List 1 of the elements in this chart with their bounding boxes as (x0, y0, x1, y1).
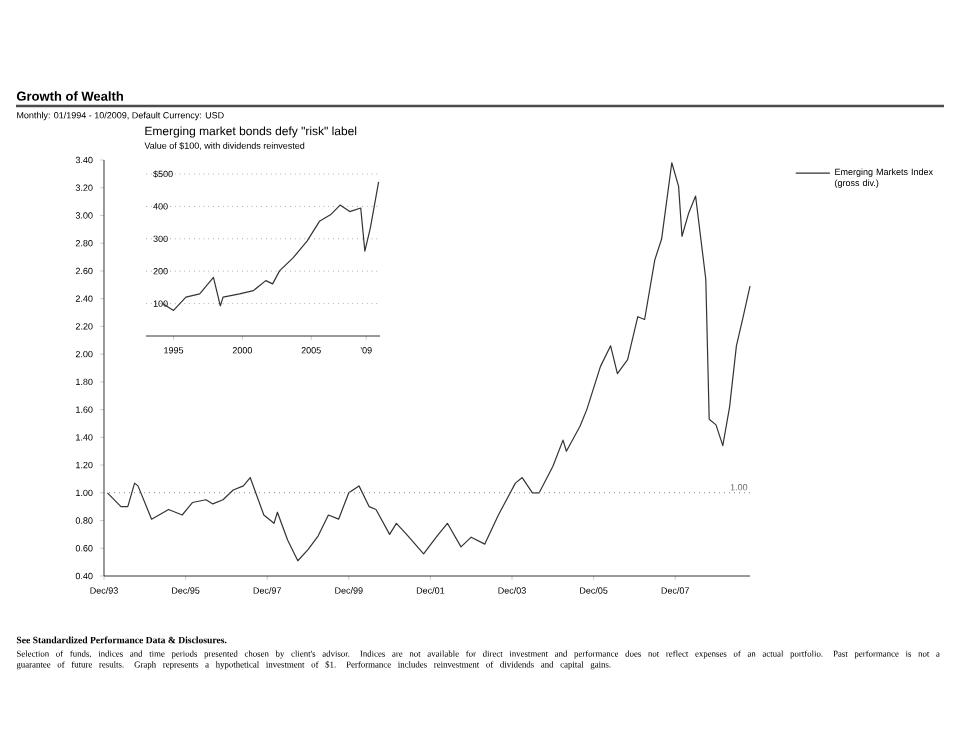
line-series (106, 162, 751, 562)
